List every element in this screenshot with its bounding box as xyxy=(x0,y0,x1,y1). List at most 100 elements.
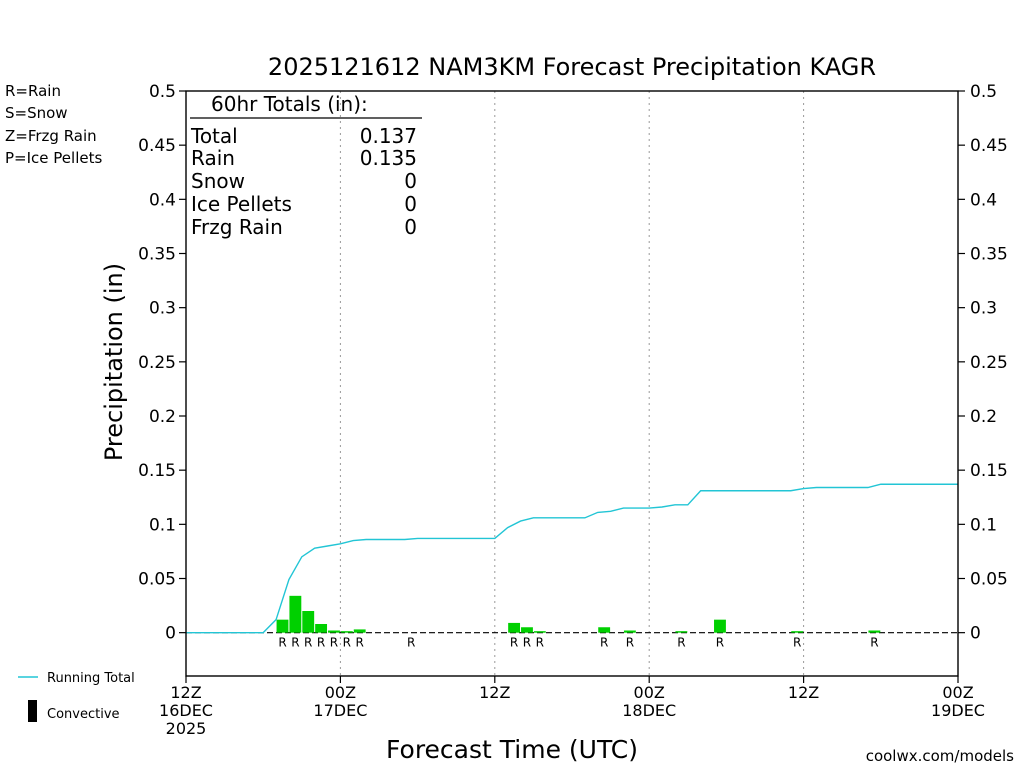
x-tick-label: 2025 xyxy=(166,719,207,738)
precip-bar xyxy=(675,631,688,633)
x-tick-label: 00Z xyxy=(325,683,356,702)
totals-total-label: Total xyxy=(190,124,238,148)
x-tick-label: 12Z xyxy=(170,683,201,702)
precip-bar xyxy=(328,630,340,633)
precip-bar xyxy=(289,595,302,633)
precip-bar xyxy=(315,624,328,633)
precip-type-label: R xyxy=(510,636,518,650)
totals-rain-label: Rain xyxy=(191,146,235,170)
totals-snow-value: 0 xyxy=(404,169,417,193)
x-tick-label: 18DEC xyxy=(622,701,676,720)
x-axis-label: Forecast Time (UTC) xyxy=(386,735,638,764)
y-tick-label-right: 0.1 xyxy=(970,515,997,535)
plot-frame xyxy=(185,90,959,677)
totals-ice-label: Ice Pellets xyxy=(191,192,292,216)
y-tick-label-right: 0.35 xyxy=(970,245,1008,265)
precip-type-label: R xyxy=(291,636,299,650)
y-tick-label-right: 0 xyxy=(970,624,981,644)
y-tick-label-left: 0.15 xyxy=(138,461,176,481)
y-tick-label-left: 0.25 xyxy=(138,353,176,373)
y-axis-right: 0.5 0.45 0.4 0.35 0.3 0.25 0.2 0.15 0.1 0.05 0 xyxy=(958,82,1008,644)
precip-type-label: R xyxy=(343,636,351,650)
y-tick-label-right: 0.25 xyxy=(970,353,1008,373)
y-tick-label-left: 0.5 xyxy=(149,82,176,102)
precip-type-label: R xyxy=(317,636,325,650)
y-tick-label-left: 0.1 xyxy=(149,515,176,535)
y-tick-label-right: 0.5 xyxy=(970,82,997,102)
y-tick-label-left: 0.45 xyxy=(138,136,176,156)
x-tick-label: 19DEC xyxy=(931,701,985,720)
gridlines xyxy=(339,91,805,676)
legend-rain: R=Rain xyxy=(5,82,61,100)
x-tick-label: 16DEC xyxy=(159,701,213,720)
legend-frzg-rain: Z=Frzg Rain xyxy=(5,127,97,145)
precip-bars xyxy=(276,595,881,633)
y-tick-label-left: 0.05 xyxy=(138,570,176,590)
y-tick-label-right: 0.05 xyxy=(970,570,1008,590)
legend-snow: S=Snow xyxy=(5,104,68,122)
precip-bar xyxy=(340,631,353,633)
precip-bar xyxy=(508,622,521,633)
y-axis-left: 0.5 0.45 0.4 0.35 0.3 0.25 0.2 0.15 0.1 0.05 0 xyxy=(138,82,186,644)
totals-frzg-value: 0 xyxy=(404,215,417,239)
credit-text: coolwx.com/models xyxy=(866,747,1014,765)
y-tick-label-left: 0.4 xyxy=(149,190,176,210)
y-tick-label-left: 0.3 xyxy=(149,299,176,319)
precip-bar xyxy=(623,630,636,633)
precip-type-label: R xyxy=(626,636,634,650)
precip-bar xyxy=(276,619,289,633)
y-tick-label-left: 0.2 xyxy=(149,407,176,427)
x-tick-label: 17DEC xyxy=(313,701,367,720)
precip-type-label: R xyxy=(407,636,415,650)
precip-bar xyxy=(521,627,533,633)
y-tick-label-right: 0.45 xyxy=(970,136,1008,156)
totals-header: 60hr Totals (in): xyxy=(211,92,368,116)
y-tick-label-right: 0.15 xyxy=(970,461,1008,481)
precip-bar xyxy=(868,630,881,633)
series-legend: Running Total Convective xyxy=(18,671,135,722)
precip-bar xyxy=(714,619,726,633)
y-tick-label-left: 0 xyxy=(165,624,176,644)
y-tick-label-left: 0.35 xyxy=(138,245,176,265)
y-tick-label-right: 0.4 xyxy=(970,190,997,210)
precip-type-label: R xyxy=(523,636,531,650)
convective-legend-label: Convective xyxy=(47,707,120,722)
y-axis-label: Precipitation (in) xyxy=(100,263,128,461)
x-tick-label: 12Z xyxy=(479,683,510,702)
totals-total-value: 0.137 xyxy=(360,124,417,148)
running-total-line xyxy=(186,483,958,634)
y-tick-label-right: 0.3 xyxy=(970,299,997,319)
precip-type-label: R xyxy=(600,636,608,650)
x-tick-label: 00Z xyxy=(634,683,665,702)
chart-title: 2025121612 NAM3KM Forecast Precipitation… xyxy=(268,53,876,81)
precip-type-label: R xyxy=(356,636,364,650)
legend-ice-pellets: P=Ice Pellets xyxy=(5,149,102,167)
totals-snow-label: Snow xyxy=(191,169,245,193)
precip-type-label: R xyxy=(278,636,286,650)
precip-bar xyxy=(791,631,804,633)
running-total-legend-label: Running Total xyxy=(47,671,135,686)
precip-type-label: R xyxy=(677,636,685,650)
precip-type-label: R xyxy=(870,636,878,650)
precip-type-label: R xyxy=(304,636,312,650)
precip-type-label: R xyxy=(330,636,338,650)
x-tick-label: 12Z xyxy=(788,683,819,702)
precip-type-legend: R=Rain S=Snow Z=Frzg Rain P=Ice Pellets xyxy=(5,82,102,167)
y-tick-label-right: 0.2 xyxy=(970,407,997,427)
x-tick-label: 00Z xyxy=(942,683,973,702)
precip-type-label: R xyxy=(793,636,801,650)
totals-ice-value: 0 xyxy=(404,192,417,216)
precip-type-label: R xyxy=(536,636,544,650)
precip-type-label: R xyxy=(716,636,724,650)
precip-bar xyxy=(353,629,366,633)
precip-bar xyxy=(533,631,546,633)
totals-rain-value: 0.135 xyxy=(360,146,417,170)
precip-bar xyxy=(598,627,611,633)
convective-swatch xyxy=(28,700,37,722)
precip-bar xyxy=(302,611,315,633)
totals-box: 60hr Totals (in): Total 0.137 Rain 0.135… xyxy=(190,92,422,239)
